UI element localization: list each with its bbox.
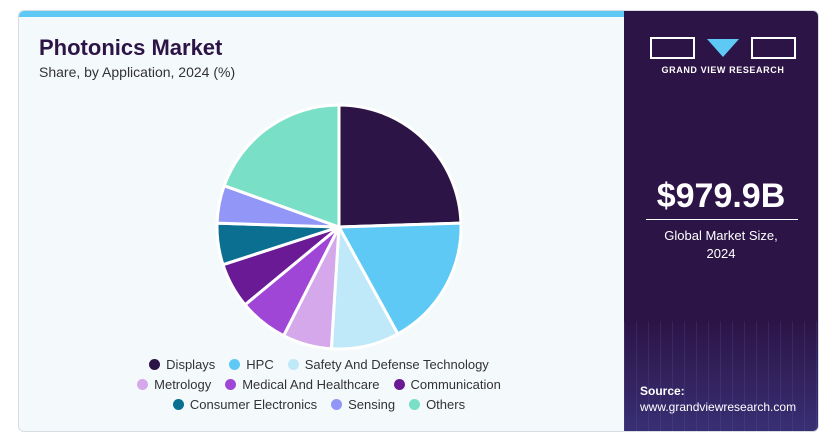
legend-item-displays: Displays [149,357,215,372]
chart-subtitle: Share, by Application, 2024 (%) [39,64,236,80]
pie-slice-displays [337,103,463,229]
summary-panel: GRAND VIEW RESEARCH $979.9B Global Marke… [624,11,818,431]
legend-row: Displays HPC Safety And Defense Technolo… [99,357,539,372]
legend-label: Safety And Defense Technology [304,357,489,372]
legend-item-medical: Medical And Healthcare [225,377,380,392]
legend-row: Consumer Electronics Sensing Others [99,397,539,412]
logo-icon [650,37,796,59]
legend-swatch [409,399,421,410]
legend-label: Communication [410,377,501,392]
legend-label: HPC [246,357,274,372]
market-size-value: $979.9B [656,177,786,215]
legend-swatch [287,359,299,370]
legend-label: Others [426,397,466,412]
legend: Displays HPC Safety And Defense Technolo… [99,357,539,417]
legend-label: Consumer Electronics [189,397,318,412]
legend-item-sensing: Sensing [331,397,395,412]
legend-label: Sensing [348,397,396,412]
pie-slice-hpc [336,221,463,336]
legend-swatch [149,359,161,370]
source-label: Source: [640,384,685,398]
legend-label: Displays [166,357,216,372]
legend-label: Metrology [154,377,212,392]
pie-slice-others [222,103,341,230]
market-size-label: Global Market Size, 2024 [624,227,818,263]
pie-chart [215,103,463,351]
chart-card: Photonics Market Share, by Application, … [18,10,819,432]
decorative-grid [624,321,818,431]
divider [646,219,798,220]
logo-mark-r [751,37,796,59]
legend-item-metrology: Metrology [137,377,211,392]
legend-swatch [393,379,405,390]
legend-swatch [172,399,184,410]
legend-item-others: Others [409,397,465,412]
chart-title: Photonics Market [39,35,223,60]
brand-logo: GRAND VIEW RESEARCH [650,37,796,75]
legend-swatch [225,379,237,390]
source: Source: www.grandviewresearch.com [640,383,796,415]
legend-swatch [229,359,241,370]
accent-bar [19,11,624,17]
market-size-label-line2: 2024 [706,246,736,261]
legend-item-safety-defense: Safety And Defense Technology [287,357,489,372]
legend-row: Metrology Medical And Healthcare Communi… [99,377,539,392]
market-size-label-line1: Global Market Size, [664,228,778,243]
legend-item-hpc: HPC [229,357,274,372]
legend-swatch [137,379,149,390]
logo-mark-g [650,37,695,59]
legend-item-communication: Communication [393,377,501,392]
logo-mark-v [707,39,739,57]
legend-swatch [331,399,343,410]
source-url[interactable]: www.grandviewresearch.com [640,400,797,414]
brand-name: GRAND VIEW RESEARCH [661,65,785,75]
legend-item-consumer-electronics: Consumer Electronics [172,397,318,412]
legend-label: Medical And Healthcare [242,377,380,392]
